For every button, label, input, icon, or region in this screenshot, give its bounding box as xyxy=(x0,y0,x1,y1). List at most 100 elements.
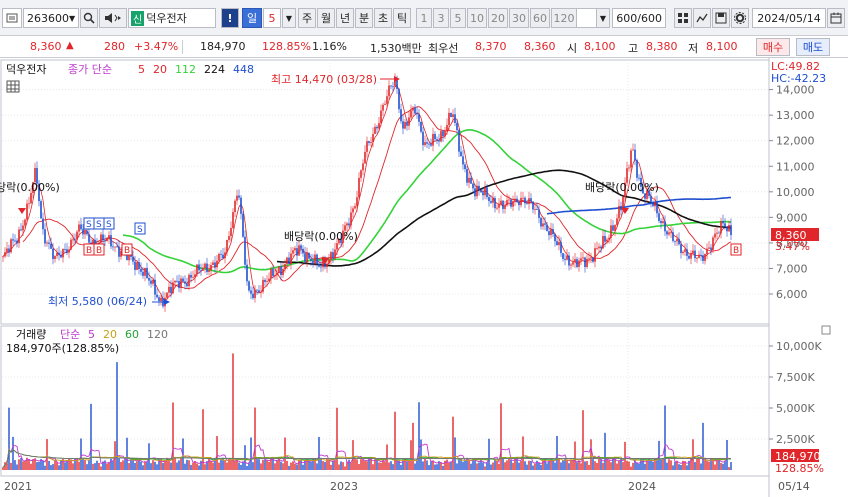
volume-bar xyxy=(582,410,584,470)
volume-bar xyxy=(240,464,242,470)
period-count-field[interactable]: 5 xyxy=(263,8,281,28)
candle-body xyxy=(88,234,90,243)
volume-bar xyxy=(416,458,418,470)
tick-button-5[interactable]: 5 xyxy=(450,8,466,28)
volume-bar xyxy=(72,463,74,470)
candle-body xyxy=(136,262,138,270)
dividend-marker-icon xyxy=(621,208,629,214)
volume-bar xyxy=(12,436,14,470)
volume-bar xyxy=(708,461,710,470)
volume-bar xyxy=(396,459,398,470)
candle-body xyxy=(298,245,300,256)
period-button-4[interactable]: 초 xyxy=(374,8,392,28)
candle-body xyxy=(286,257,288,265)
stock-chart[interactable]: S S S SB B B B 덕우전자 종가 단순 5 20 112 224 448 최고 14,4… xyxy=(0,58,848,497)
volume-bar xyxy=(658,440,660,470)
candle-body xyxy=(274,275,276,277)
volume-bar xyxy=(498,463,500,470)
tick-button-60[interactable]: 60 xyxy=(530,8,550,28)
volume-bar xyxy=(640,459,642,470)
volume-bar xyxy=(726,440,728,470)
info-button[interactable]: ! xyxy=(221,8,239,28)
volume-bar xyxy=(126,437,128,470)
sell-signal-marker[interactable] xyxy=(134,222,146,235)
settings-button[interactable] xyxy=(731,8,749,28)
period-button-2[interactable]: 년 xyxy=(336,8,354,28)
period-button-5[interactable]: 틱 xyxy=(393,8,411,28)
volume-bar xyxy=(236,459,238,470)
candle-body xyxy=(408,117,410,126)
sell-signal-marker[interactable] xyxy=(103,217,115,230)
tick-button-30[interactable]: 30 xyxy=(509,8,529,28)
candle-body xyxy=(282,268,284,276)
tick-button-120[interactable]: 120 xyxy=(551,8,577,28)
candle-body xyxy=(240,197,242,214)
volume-bar xyxy=(714,464,716,470)
sound-button[interactable] xyxy=(99,8,127,28)
volume-bar xyxy=(178,460,180,470)
candle-body xyxy=(402,121,404,129)
candle-body xyxy=(664,221,666,232)
volume-bar xyxy=(530,460,532,470)
high-annotation: 최고 14,470 (03/28) xyxy=(271,73,377,86)
volume-bar xyxy=(62,459,64,470)
buy-signal-marker[interactable] xyxy=(730,243,742,256)
volume-panel[interactable] xyxy=(0,325,770,477)
buy-button[interactable]: 매수 xyxy=(756,38,790,56)
period-button-3[interactable]: 분 xyxy=(355,8,373,28)
stock-type-icon[interactable] xyxy=(2,8,22,28)
candle-body xyxy=(540,217,542,227)
tick-button-10[interactable]: 10 xyxy=(467,8,487,28)
search-button[interactable] xyxy=(80,8,98,28)
candle-body xyxy=(618,205,620,219)
price-legend-ma-448: 448 xyxy=(233,63,254,76)
period-button-0[interactable]: 주 xyxy=(298,8,316,28)
candle-body xyxy=(456,122,458,131)
tick-button-1[interactable]: 1 xyxy=(416,8,432,28)
buy-signal-marker[interactable] xyxy=(93,243,105,256)
candle-body xyxy=(92,239,94,246)
tick-button-3[interactable]: 3 xyxy=(433,8,449,28)
volume-bar xyxy=(166,457,168,470)
candle-body xyxy=(604,235,606,242)
volume-bar xyxy=(110,458,112,470)
chevron-down-icon: ▼ xyxy=(285,13,293,23)
candle-body xyxy=(508,199,510,201)
volume-bar xyxy=(564,457,566,470)
sell-button[interactable]: 매도 xyxy=(796,38,830,56)
buy-signal-marker[interactable] xyxy=(121,243,133,256)
volume-bar xyxy=(172,402,174,470)
chevron-down-icon[interactable]: ▼ xyxy=(69,13,76,23)
candle-body xyxy=(160,297,162,302)
save-button[interactable] xyxy=(712,8,730,28)
table-view-icon[interactable] xyxy=(6,80,20,93)
stock-code-field[interactable]: 263600 ▼ xyxy=(23,8,79,28)
candle-body xyxy=(498,204,500,208)
candle-body xyxy=(556,241,558,246)
volume-bar xyxy=(302,464,304,470)
panel-toggle-box[interactable] xyxy=(821,325,831,335)
volume-bar xyxy=(524,461,526,470)
bar-count-field[interactable]: 600/600 xyxy=(612,8,666,28)
volume-legend-prefix: 단순 xyxy=(60,328,80,341)
period-count-dropdown[interactable]: ▼ xyxy=(282,8,296,28)
tick-button-20[interactable]: 20 xyxy=(488,8,508,28)
volume-bar xyxy=(32,459,34,470)
candle-body xyxy=(242,213,244,237)
date-field[interactable]: 2024/05/14 xyxy=(752,8,826,28)
save-icon xyxy=(715,12,727,24)
tick-custom-dropdown[interactable]: ▼ xyxy=(596,8,610,28)
grid-button[interactable] xyxy=(674,8,692,28)
candle-body xyxy=(530,198,532,202)
period-button-1[interactable]: 월 xyxy=(317,8,335,28)
volume-bar xyxy=(722,463,724,470)
candle-body xyxy=(514,198,516,202)
period-daily-button[interactable]: 일 xyxy=(242,8,262,28)
draw-tool-button[interactable] xyxy=(693,8,711,28)
candle-body xyxy=(362,163,364,171)
volume-bar xyxy=(290,462,292,470)
stock-name-field[interactable]: 신 덕우전자 xyxy=(128,8,216,28)
calendar-button[interactable] xyxy=(827,8,845,28)
volume-bar xyxy=(540,464,542,470)
candle-body xyxy=(532,201,534,210)
